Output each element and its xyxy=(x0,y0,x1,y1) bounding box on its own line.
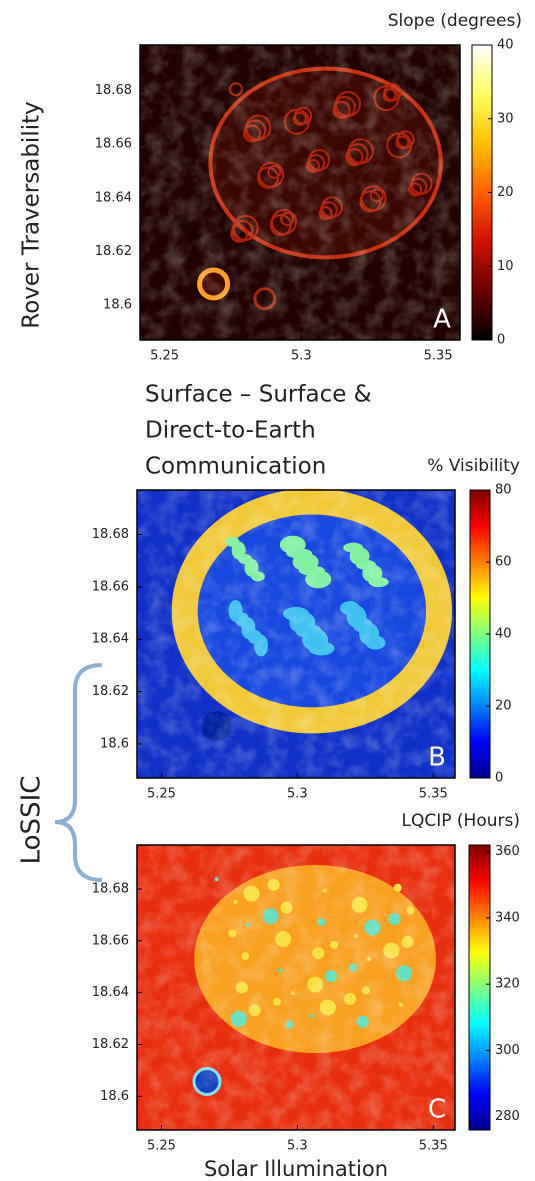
plot-frame xyxy=(139,44,461,341)
colorbar-tick-label: 280 xyxy=(495,1109,520,1124)
y-tick-label: 18.68 xyxy=(92,527,129,542)
texture xyxy=(140,45,460,340)
panel-letter: B xyxy=(428,743,446,773)
colorbar-tick-label: 40 xyxy=(497,38,514,53)
colorbar-tick-label: 30 xyxy=(497,111,514,126)
x-tick-label: 5.25 xyxy=(147,787,176,802)
y-tick-label: 18.6 xyxy=(100,1089,129,1104)
y-tick-label: 18.62 xyxy=(95,244,132,259)
y-tick-label: 18.6 xyxy=(100,736,129,751)
x-tick-label: 5.35 xyxy=(419,787,448,802)
colorbar-tick-label: 60 xyxy=(495,555,512,570)
colorbar-tick-label: 10 xyxy=(497,259,514,274)
y-tick-label: 18.68 xyxy=(95,83,132,98)
colorbar-tick-label: 300 xyxy=(495,1043,520,1058)
panel-letter: C xyxy=(428,1095,446,1125)
colorbar-tick-label: 360 xyxy=(495,844,520,859)
colorbar-label: Slope (degrees) xyxy=(388,11,522,31)
y-tick-label: 18.62 xyxy=(92,684,129,699)
side-label: Rover Traversability xyxy=(19,101,45,328)
colorbar-tick-label: 20 xyxy=(495,699,512,714)
y-tick-label: 18.68 xyxy=(92,882,129,897)
y-tick-label: 18.66 xyxy=(95,137,132,152)
x-tick-label: 5.35 xyxy=(424,349,453,364)
x-tick-label: 5.25 xyxy=(150,349,179,364)
panel-letter: A xyxy=(433,305,451,335)
group-label: LoSSIC xyxy=(17,776,47,865)
y-tick-label: 18.64 xyxy=(92,985,129,1000)
x-tick-label: 5.3 xyxy=(291,349,312,364)
colorbar-tick-label: 0 xyxy=(495,771,503,786)
y-tick-label: 18.64 xyxy=(92,632,129,647)
colorbar-label: % Visibility xyxy=(427,456,520,476)
colorbar-label: LQCIP (Hours) xyxy=(402,811,520,831)
plot-frame xyxy=(136,844,456,1131)
heatmap xyxy=(140,45,460,340)
colorbar-tick-label: 20 xyxy=(497,185,514,200)
y-tick-label: 18.62 xyxy=(92,1037,129,1052)
colorbar-tick-label: 80 xyxy=(495,483,512,498)
y-tick-label: 18.66 xyxy=(92,579,129,594)
heatmap xyxy=(137,488,455,778)
plot-frame xyxy=(136,489,456,779)
chart-title: Communication xyxy=(145,454,326,480)
chart-title: Direct-to-Earth xyxy=(145,418,316,444)
chart-title: Surface – Surface & xyxy=(145,382,372,408)
heatmap xyxy=(137,845,455,1130)
colorbar-tick-label: 0 xyxy=(497,333,505,348)
x-tick-label: 5.25 xyxy=(147,1139,176,1154)
texture xyxy=(137,845,455,1130)
colorbar xyxy=(468,844,491,1131)
colorbar-tick-label: 340 xyxy=(495,910,520,925)
y-tick-label: 18.66 xyxy=(92,933,129,948)
x-tick-label: 5.35 xyxy=(419,1139,448,1154)
bracket xyxy=(54,663,103,882)
colorbar-tick-label: 320 xyxy=(495,977,520,992)
colorbar-tick-label: 40 xyxy=(495,627,512,642)
x-axis-label: Solar Illumination xyxy=(204,1157,388,1181)
x-tick-label: 5.3 xyxy=(287,787,308,802)
x-tick-label: 5.3 xyxy=(287,1139,308,1154)
y-tick-label: 18.6 xyxy=(103,298,132,313)
y-tick-label: 18.64 xyxy=(95,190,132,205)
texture xyxy=(137,490,455,778)
